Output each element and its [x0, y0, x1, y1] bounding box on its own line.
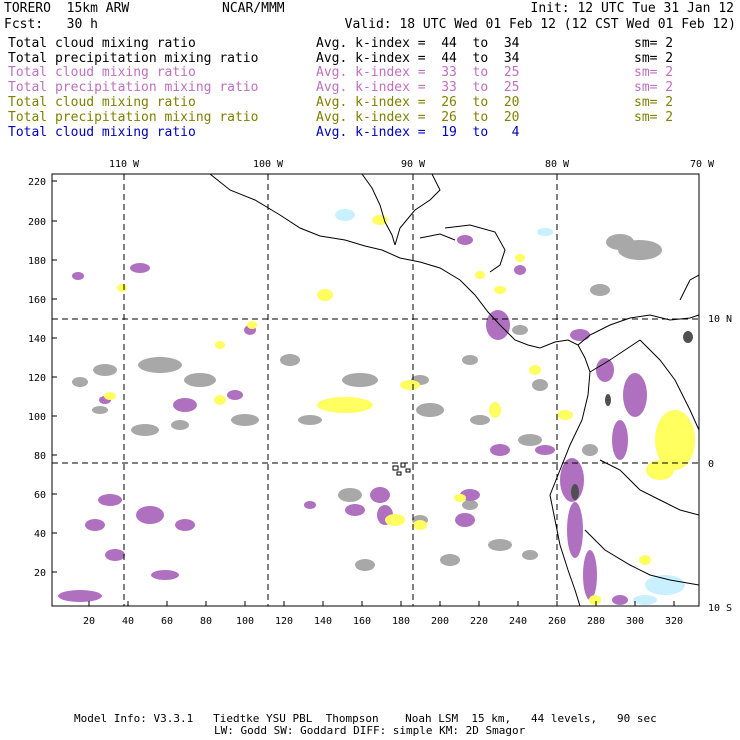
- coastline: [209, 174, 699, 606]
- y-tick-label: 60: [34, 490, 46, 501]
- x-tick-label: 260: [548, 616, 566, 627]
- x-axis-ticks: [88, 601, 675, 606]
- lon-label: 100 W: [253, 159, 284, 170]
- x-tick-label: 120: [275, 616, 293, 627]
- y-tick-label: 20: [34, 568, 46, 579]
- legend-smoothing: sm= 2: [634, 51, 674, 66]
- legend-field-name: Total cloud mixing ratio: [8, 36, 196, 51]
- physics-info-line: LW: Godd SW: Goddard DIFF: simple KM: 2D…: [214, 724, 526, 737]
- y-tick-label: 200: [28, 217, 46, 228]
- y-tick-label: 140: [28, 334, 46, 345]
- x-tick-label: 140: [314, 616, 332, 627]
- lon-label: 90 W: [401, 159, 426, 170]
- cyan-areas: [335, 209, 685, 605]
- legend-smoothing: sm= 2: [634, 110, 674, 125]
- legend-kindex: Avg. k-index = 44 to 34: [316, 36, 520, 51]
- legend-smoothing: sm= 2: [634, 80, 674, 95]
- purple-precip-areas: [58, 235, 647, 605]
- y-axis-ticks: [52, 180, 57, 573]
- yellow-areas: [104, 215, 695, 605]
- y-tick-label: 100: [28, 412, 46, 423]
- x-tick-label: 80: [200, 616, 212, 627]
- lon-label: 80 W: [545, 159, 570, 170]
- y-tick-label: 180: [28, 256, 46, 267]
- lat-label: 10 S: [708, 603, 732, 614]
- x-tick-label: 200: [431, 616, 449, 627]
- y-tick-label: 220: [28, 177, 46, 188]
- legend-smoothing: sm= 2: [634, 95, 674, 110]
- lon-label: 70 W: [690, 159, 715, 170]
- legend-field-name: Total precipitation mixing ratio: [8, 80, 259, 95]
- lat-lon-grid: [52, 174, 699, 606]
- lat-label: 0: [708, 459, 714, 470]
- x-tick-label: 280: [587, 616, 605, 627]
- model-title: TORERO 15km ARW: [4, 1, 130, 16]
- legend-field-name: Total cloud mixing ratio: [8, 125, 196, 140]
- y-tick-label: 120: [28, 373, 46, 384]
- legend-field-name: Total cloud mixing ratio: [8, 65, 196, 80]
- forecast-hour: Fcst: 30 h: [4, 17, 98, 32]
- x-tick-label: 180: [392, 616, 410, 627]
- legend-field-name: Total cloud mixing ratio: [8, 95, 196, 110]
- map-frame: [51, 173, 700, 607]
- legend-field-name: Total precipitation mixing ratio: [8, 110, 259, 125]
- x-tick-label: 240: [509, 616, 527, 627]
- x-tick-label: 300: [626, 616, 644, 627]
- valid-time: Valid: 18 UTC Wed 01 Feb 12 (12 CST Wed …: [344, 17, 736, 32]
- legend-kindex: Avg. k-index = 44 to 34: [316, 51, 520, 66]
- y-tick-label: 40: [34, 529, 46, 540]
- galapagos-islands: [392, 462, 411, 476]
- x-tick-label: 320: [665, 616, 683, 627]
- organization-label: NCAR/MMM: [222, 1, 285, 16]
- y-tick-label: 80: [34, 451, 46, 462]
- x-tick-label: 60: [161, 616, 173, 627]
- legend-kindex: Avg. k-index = 33 to 25: [316, 80, 520, 95]
- grey-cloud-areas: [72, 234, 662, 571]
- lon-label: 110 W: [109, 159, 140, 170]
- x-tick-label: 160: [353, 616, 371, 627]
- field-layer: [58, 174, 699, 606]
- y-tick-label: 160: [28, 295, 46, 306]
- x-tick-label: 100: [236, 616, 254, 627]
- legend-kindex: Avg. k-index = 33 to 25: [316, 65, 520, 80]
- legend-smoothing: sm= 2: [634, 36, 674, 51]
- x-tick-label: 20: [83, 616, 95, 627]
- x-tick-label: 220: [470, 616, 488, 627]
- lat-label: 10 N: [708, 314, 732, 325]
- legend-kindex: Avg. k-index = 19 to 4: [316, 125, 520, 140]
- x-tick-label: 40: [122, 616, 134, 627]
- legend-kindex: Avg. k-index = 26 to 20: [316, 95, 520, 110]
- legend-smoothing: sm= 2: [634, 65, 674, 80]
- dark-cores: [571, 331, 693, 500]
- legend-kindex: Avg. k-index = 26 to 20: [316, 110, 520, 125]
- init-time: Init: 12 UTC Tue 31 Jan 12: [530, 1, 735, 16]
- legend-field-name: Total precipitation mixing ratio: [8, 51, 259, 66]
- model-info-line: Model Info: V3.3.1 Tiedtke YSU PBL Thomp…: [74, 712, 657, 725]
